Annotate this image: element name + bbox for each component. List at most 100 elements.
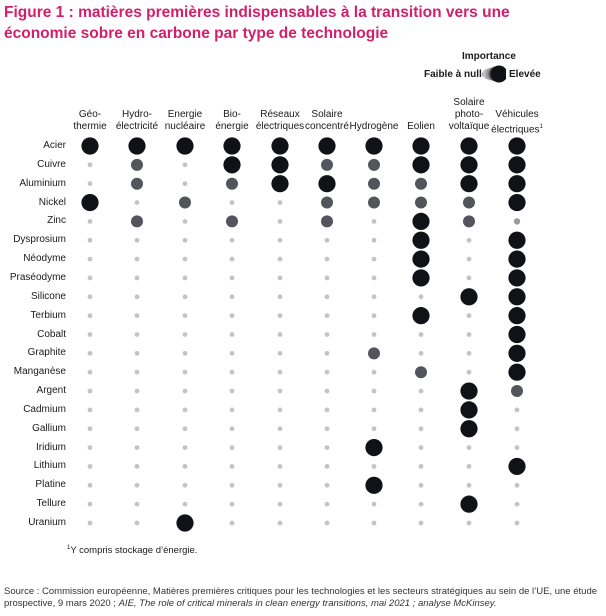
bubble-cadmium-9: [514, 407, 520, 413]
bubble-gallium-1: [134, 426, 140, 432]
bubble-manganèse-7: [415, 366, 427, 379]
bubble-cuivre-5: [321, 158, 333, 171]
bubble-iridium-8: [466, 445, 472, 450]
bubble-gallium-2: [182, 426, 188, 432]
bubble-aluminium-5: [318, 175, 336, 193]
row-label: Aluminium: [19, 177, 66, 189]
column-header-label: Réseaux électriques: [255, 109, 305, 132]
bubble-cadmium-2: [182, 407, 188, 413]
footnote-text: Y compris stockage d’énergie.: [70, 545, 198, 557]
bubble-argent-5: [324, 388, 330, 394]
bubble-platine-3: [229, 482, 235, 488]
bubble-matrix: [81, 137, 526, 532]
bubble-iridium-1: [134, 445, 140, 450]
legend-scale-icon: [482, 65, 506, 83]
bubble-dysprosium-6: [371, 237, 377, 243]
column-header-label: Hydrogène: [349, 121, 399, 132]
bubble-dysprosium-3: [229, 237, 235, 243]
bubble-nickel-2: [179, 196, 191, 209]
column-header-label: Hydro- électricité: [115, 109, 159, 132]
bubble-praséodyme-5: [324, 275, 330, 281]
bubble-cuivre-9: [508, 156, 526, 174]
column-header-sup: 1: [539, 124, 543, 130]
bubble-tellure-4: [277, 501, 283, 507]
bubble-praséodyme-7: [412, 269, 430, 287]
bubble-nickel-5: [321, 196, 333, 209]
bubble-praséodyme-9: [508, 269, 526, 287]
bubble-uranium-3: [229, 520, 235, 526]
bubble-argent-7: [418, 388, 424, 394]
bubble-terbium-4: [277, 313, 283, 319]
bubble-manganèse-3: [229, 369, 235, 375]
column-header-label: Energie nucléaire: [164, 109, 206, 132]
bubble-cobalt-6: [371, 332, 377, 337]
bubble-acier-4: [271, 137, 289, 155]
bubble-uranium-6: [371, 520, 377, 526]
row-label: Cobalt: [37, 328, 66, 340]
bubble-cadmium-1: [134, 407, 140, 413]
row-label: Zinc: [47, 215, 66, 227]
bubble-argent-9: [511, 385, 523, 398]
bubble-cadmium-5: [324, 407, 330, 413]
bubble-cadmium-4: [277, 407, 283, 413]
bubble-néodyme-1: [134, 256, 140, 262]
bubble-cuivre-0: [87, 162, 93, 168]
legend-dot-3: [490, 65, 506, 83]
bubble-terbium-1: [134, 313, 140, 319]
bubble-nickel-0: [81, 193, 99, 212]
column-header: Géo- thermie: [58, 109, 122, 133]
bubble-acier-2: [176, 137, 194, 155]
column-header-label: Véhicules électriques: [491, 109, 540, 136]
bubble-manganèse-0: [87, 369, 93, 375]
bubble-acier-7: [412, 137, 430, 155]
bubble-nickel-4: [277, 200, 283, 205]
bubble-gallium-3: [229, 426, 235, 432]
bubble-aluminium-9: [508, 175, 526, 193]
bubble-silicone-5: [324, 294, 330, 300]
column-header-label: Géo- thermie: [73, 109, 107, 132]
column-header: Bio- énergie: [200, 109, 264, 133]
bubble-tellure-5: [324, 501, 330, 507]
bubble-silicone-4: [277, 294, 283, 300]
bubble-graphite-8: [466, 350, 472, 356]
bubble-iridium-2: [182, 445, 188, 450]
row-label: Cuivre: [37, 158, 66, 170]
bubble-acier-5: [318, 137, 336, 155]
bubble-zinc-8: [463, 215, 475, 228]
row-label: Cadmium: [23, 403, 66, 415]
bubble-praséodyme-1: [134, 275, 140, 281]
bubble-graphite-6: [368, 347, 380, 360]
bubble-néodyme-9: [508, 250, 526, 268]
column-header: Hydro- électricité: [105, 109, 169, 133]
bubble-zinc-7: [412, 212, 430, 230]
bubble-acier-6: [365, 137, 383, 155]
bubble-acier-9: [508, 137, 526, 155]
bubble-terbium-2: [182, 313, 188, 319]
bubble-argent-0: [87, 388, 93, 394]
bubble-aluminium-1: [131, 177, 143, 190]
column-header: Réseaux électriques: [248, 109, 312, 133]
footnote-mark: 1: [67, 545, 71, 551]
bubble-cuivre-6: [368, 158, 380, 171]
bubble-cobalt-9: [508, 325, 526, 344]
bubble-iridium-9: [514, 445, 520, 450]
bubble-terbium-5: [324, 313, 330, 319]
bubble-zinc-9: [513, 218, 521, 225]
bubble-tellure-7: [418, 501, 424, 507]
bubble-tellure-9: [514, 501, 520, 507]
bubble-silicone-2: [182, 294, 188, 300]
bubble-argent-6: [371, 388, 377, 394]
bubble-néodyme-6: [371, 256, 377, 262]
bubble-lithium-1: [134, 464, 140, 469]
row-label: Nickel: [38, 196, 66, 208]
bubble-manganèse-4: [277, 369, 283, 375]
bubble-manganèse-6: [371, 369, 377, 375]
bubble-nickel-6: [368, 196, 380, 209]
bubble-graphite-2: [182, 350, 188, 356]
bubble-argent-1: [134, 388, 140, 394]
bubble-zinc-2: [182, 219, 188, 224]
bubble-gallium-8: [460, 420, 478, 438]
legend-high-label: Elevée: [509, 69, 541, 80]
row-label: Platine: [35, 479, 66, 491]
bubble-zinc-5: [321, 215, 333, 228]
